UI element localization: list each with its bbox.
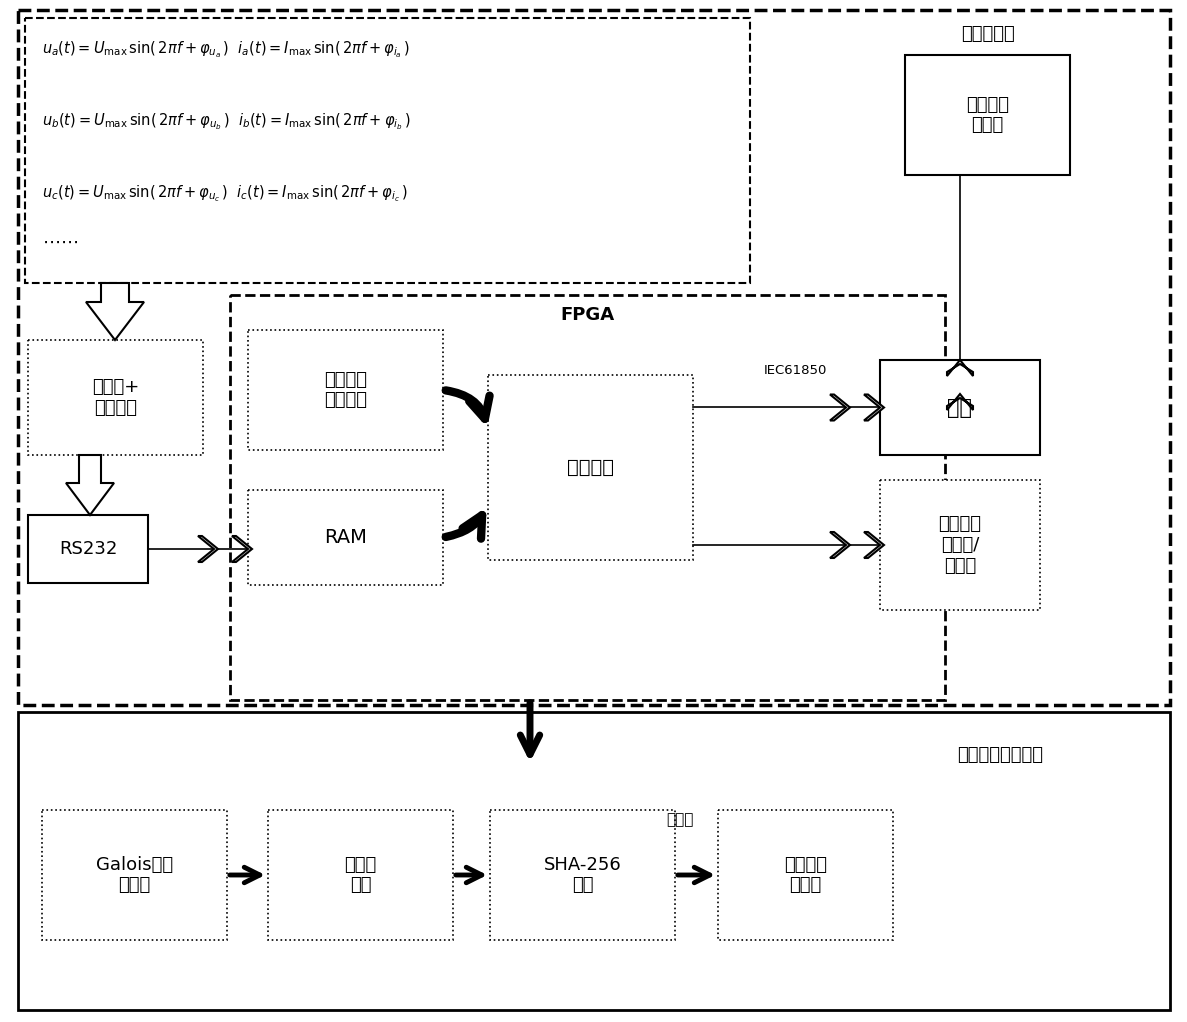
- Text: FPGA: FPGA: [560, 306, 615, 324]
- Text: 报文分析
及显示: 报文分析 及显示: [966, 96, 1009, 135]
- Polygon shape: [864, 532, 884, 558]
- FancyBboxPatch shape: [248, 330, 443, 450]
- Polygon shape: [947, 360, 973, 376]
- Text: $\cdots\cdots$: $\cdots\cdots$: [42, 233, 78, 251]
- Text: $u_a(t)=U_{\rm max}\,\sin(\,2\pi f+\varphi_{u_a}\,)$  $i_a(t)=I_{\rm max}\,\sin(: $u_a(t)=U_{\rm max}\,\sin(\,2\pi f+\varp…: [42, 40, 410, 60]
- Text: RS232: RS232: [59, 540, 118, 558]
- FancyBboxPatch shape: [28, 340, 203, 455]
- Polygon shape: [231, 536, 252, 562]
- Text: 报文丢失
控制模块: 报文丢失 控制模块: [324, 371, 367, 410]
- FancyBboxPatch shape: [42, 810, 227, 940]
- Text: IEC61850: IEC61850: [763, 364, 826, 376]
- FancyBboxPatch shape: [488, 375, 693, 560]
- FancyBboxPatch shape: [230, 295, 945, 700]
- Polygon shape: [864, 394, 884, 420]
- Text: RAM: RAM: [324, 528, 367, 547]
- Text: 随机丢失
点算法: 随机丢失 点算法: [783, 855, 827, 894]
- Text: 随机数: 随机数: [666, 812, 693, 828]
- Polygon shape: [85, 283, 144, 340]
- FancyBboxPatch shape: [248, 490, 443, 585]
- FancyBboxPatch shape: [18, 712, 1170, 1010]
- FancyArrowPatch shape: [446, 515, 482, 539]
- Text: $u_b(t)=U_{\rm max}\,\sin(\,2\pi f+\varphi_{u_b}\,)$  $i_b(t)=I_{\rm max}\,\sin(: $u_b(t)=U_{\rm max}\,\sin(\,2\pi f+\varp…: [42, 111, 411, 132]
- FancyBboxPatch shape: [718, 810, 893, 940]
- FancyBboxPatch shape: [28, 515, 148, 583]
- Text: 协议转换: 协议转换: [567, 458, 614, 477]
- Polygon shape: [198, 536, 218, 562]
- FancyBboxPatch shape: [904, 55, 1069, 175]
- Text: 报文丢失控制模块: 报文丢失控制模块: [957, 746, 1043, 764]
- Text: 后采样
电路: 后采样 电路: [344, 855, 376, 894]
- Text: 报文输出
（光口/
网口）: 报文输出 （光口/ 网口）: [939, 515, 982, 574]
- FancyBboxPatch shape: [880, 480, 1040, 610]
- FancyBboxPatch shape: [268, 810, 453, 940]
- FancyBboxPatch shape: [25, 18, 750, 283]
- Text: 采样值+
设置参数: 采样值+ 设置参数: [91, 378, 139, 417]
- Text: Galois环振
随机源: Galois环振 随机源: [96, 855, 173, 894]
- Polygon shape: [830, 532, 850, 558]
- Polygon shape: [830, 394, 850, 420]
- FancyBboxPatch shape: [18, 10, 1170, 705]
- FancyBboxPatch shape: [880, 360, 1040, 455]
- FancyArrowPatch shape: [446, 390, 489, 419]
- Text: $u_c(t)=U_{\rm max}\,\sin(\,2\pi f+\varphi_{u_c}\,)$  $i_c(t)=I_{\rm max}\,\sin(: $u_c(t)=U_{\rm max}\,\sin(\,2\pi f+\varp…: [42, 184, 407, 204]
- Polygon shape: [947, 394, 973, 410]
- Polygon shape: [66, 455, 114, 515]
- Text: 解包: 解包: [947, 398, 972, 418]
- FancyBboxPatch shape: [490, 810, 675, 940]
- Text: SHA-256
算法: SHA-256 算法: [544, 855, 621, 894]
- Text: 工业计算机: 工业计算机: [961, 25, 1015, 43]
